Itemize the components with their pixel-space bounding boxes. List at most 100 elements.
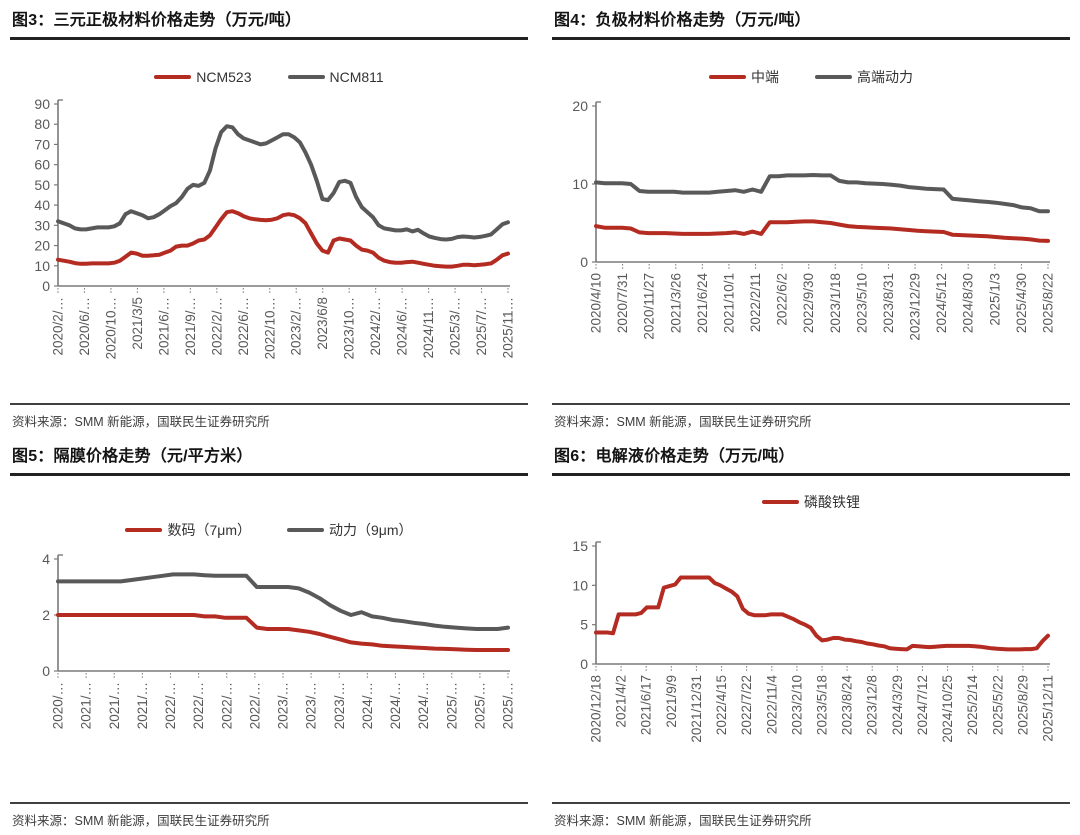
y-tick-label: 5 — [580, 617, 588, 633]
x-tick-label: 2022/6/… — [236, 297, 251, 356]
x-tick-label: 2023/12/29 — [908, 273, 923, 341]
x-tick-label: 2020/11/27 — [642, 273, 657, 340]
x-tick-label: 2023/2/10 — [789, 675, 804, 735]
x-tick-label: 2024/8/30 — [961, 273, 976, 333]
x-tick-label: 2022/10… — [262, 297, 277, 359]
x-tick-label: 2021/… — [107, 682, 122, 729]
x-tick-label: 2025/11… — [501, 297, 515, 358]
x-tick-label: 2023/… — [304, 682, 319, 729]
x-tick-label: 2024/… — [416, 682, 431, 729]
x-tick-label: 2023/6/8 — [315, 297, 330, 350]
y-tick-label: 80 — [34, 116, 50, 132]
x-tick-label: 2021/4/2 — [614, 675, 629, 728]
x-tick-label: 2023/2/… — [289, 297, 304, 356]
figure3-legend: NCM523 NCM811 — [10, 67, 528, 87]
y-tick-label: 70 — [34, 136, 50, 152]
x-tick-label: 2024/… — [360, 682, 375, 729]
x-tick-label: 2021/6/24 — [695, 273, 710, 334]
x-tick-label: 2025/… — [444, 682, 459, 729]
x-tick-label: 2021/12/31 — [689, 675, 704, 743]
figure6-source-row: 资料来源：SMM 新能源，国联民生证券研究所 — [552, 802, 1070, 831]
x-tick-label: 2021/… — [135, 682, 150, 729]
legend-label: 中端 — [751, 69, 779, 85]
x-tick-label: 2020/6/… — [77, 297, 92, 356]
figure6-title: 图6：电解液价格走势（万元/吨） — [552, 444, 1070, 476]
x-tick-label: 2024/3/29 — [890, 675, 905, 735]
figure5-source-text: 资料来源：SMM 新能源，国联民生证券研究所 — [12, 814, 270, 828]
x-tick-label: 2025/… — [501, 682, 515, 729]
series-line-高端动力 — [594, 173, 1050, 214]
x-tick-label: 2025/3/… — [448, 297, 463, 356]
x-tick-label: 2021/3/26 — [668, 273, 683, 333]
x-tick-label: 2023/… — [332, 682, 347, 729]
y-tick-label: 0 — [580, 656, 588, 672]
x-tick-label: 2025/… — [472, 682, 487, 729]
y-tick-label: 30 — [34, 217, 50, 233]
legend-item-数码（7μm）: 数码（7μm） — [125, 520, 251, 540]
legend-line-swatch — [287, 528, 324, 532]
figure4-source-text: 资料来源：SMM 新能源，国联民生证券研究所 — [554, 415, 812, 429]
figure4-source-row: 资料来源：SMM 新能源，国联民生证券研究所 — [552, 403, 1070, 432]
figure3-source-text: 资料来源：SMM 新能源，国联民生证券研究所 — [12, 415, 270, 429]
x-tick-label: 2021/10/1 — [721, 273, 736, 333]
x-tick-label: 2020/… — [51, 682, 66, 729]
figure3-panel: 图3：三元正极材料价格走势（万元/吨） NCM523 NCM811 0 10 20 30… — [10, 8, 528, 432]
x-tick-label: 2020/10… — [103, 297, 118, 359]
x-tick-label: 2022/4/15 — [714, 675, 729, 735]
x-tick-label: 2025/8/22 — [1041, 273, 1055, 333]
x-tick-label: 2025/7/… — [474, 297, 489, 356]
figure4-line-chart: 0 10 20 2020/4/10 2020/7/31 2020/11/27 2021/3/… — [572, 98, 1055, 341]
x-tick-label: 2021/… — [79, 682, 94, 729]
legend-line-swatch — [762, 500, 799, 504]
x-tick-label: 2023/1/18 — [828, 273, 843, 333]
x-tick-label: 2024/11… — [421, 297, 436, 358]
legend-line-swatch — [154, 75, 192, 79]
legend-line-swatch — [287, 75, 325, 79]
y-tick-label: 2 — [42, 607, 50, 623]
x-tick-label: 2024/5/12 — [934, 273, 949, 333]
x-tick-label: 2020/7/31 — [615, 273, 630, 333]
figure5-panel: 图5：隔膜价格走势（元/平方米） 数码（7μm） 动力（9μm） 0 2 4 2020/… — [10, 444, 528, 831]
legend-item-动力（9μm）: 动力（9μm） — [287, 520, 413, 540]
x-tick-label: 2022/9/30 — [801, 273, 816, 333]
figure5-line-chart: 0 2 4 2020/… 2021/… 2021/… 2021/… 2022/… 2022/… 2… — [42, 551, 515, 729]
y-tick-label: 10 — [34, 258, 50, 274]
series-line-数码（7μm） — [56, 613, 510, 652]
series-line-NCM811 — [56, 124, 510, 242]
legend-item-磷酸铁锂: 磷酸铁锂 — [762, 492, 860, 512]
y-tick-label: 0 — [580, 254, 588, 270]
legend-label: NCM523 — [196, 69, 252, 85]
x-tick-label: 2024/7/12 — [915, 675, 930, 735]
y-tick-label: 50 — [34, 177, 50, 193]
x-tick-label: 2023/8/31 — [881, 273, 896, 333]
legend-label: NCM811 — [329, 69, 384, 85]
x-tick-label: 2020/12/18 — [589, 675, 604, 743]
y-tick-label: 60 — [34, 157, 50, 173]
legend-label: 数码（7μm） — [167, 522, 251, 538]
x-tick-label: 2025/2/14 — [965, 675, 980, 736]
figure5-source-row: 资料来源：SMM 新能源，国联民生证券研究所 — [10, 802, 528, 831]
x-tick-label: 2022/11/4 — [764, 675, 779, 735]
x-tick-label: 2022/2/… — [209, 297, 224, 356]
x-tick-label: 2023/5/10 — [854, 273, 869, 333]
figure6-line-chart: 0 5 10 15 2020/12/18 2021/4/2 2021/6/17 2021/9/… — [572, 538, 1055, 743]
x-tick-label: 2021/9/9 — [664, 675, 679, 728]
x-tick-label: 2025/1/3 — [987, 273, 1002, 326]
x-tick-label: 2024/6/… — [395, 297, 410, 356]
figure6-source-text: 资料来源：SMM 新能源，国联民生证券研究所 — [554, 814, 812, 828]
x-tick-label: 2022/… — [163, 682, 178, 729]
y-tick-label: 20 — [572, 98, 588, 114]
x-tick-label: 2022/… — [247, 682, 262, 729]
x-tick-label: 2021/3/5 — [130, 297, 145, 350]
series-line-动力（9μm） — [56, 572, 510, 631]
x-tick-label: 2020/2/… — [51, 297, 66, 356]
x-tick-label: 2022/6/2 — [775, 273, 790, 326]
legend-line-swatch — [815, 75, 852, 79]
y-tick-label: 20 — [34, 238, 50, 254]
x-tick-label: 2024/… — [388, 682, 403, 729]
legend-item-NCM811: NCM811 — [287, 69, 384, 85]
legend-label: 动力（9μm） — [329, 522, 413, 538]
x-tick-label: 2025/12/11 — [1041, 675, 1055, 742]
figure4-panel: 图4：负极材料价格走势（万元/吨） 中端 高端动力 0 10 20 2020/4/10 2… — [552, 8, 1070, 432]
